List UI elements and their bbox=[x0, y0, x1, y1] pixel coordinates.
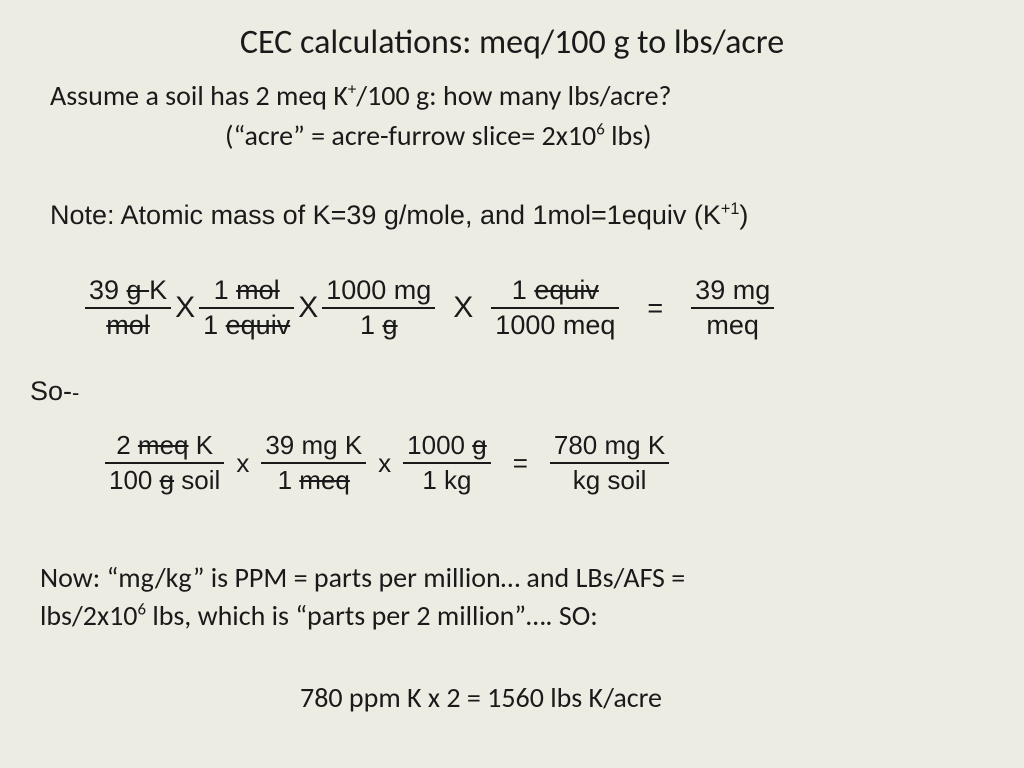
text: ) bbox=[739, 200, 748, 230]
sup: + bbox=[348, 79, 356, 100]
acre-definition-line: (“acre” = acre-furrow slice= 2x106 lbs) bbox=[225, 118, 652, 153]
sup: +1 bbox=[721, 200, 739, 218]
explain-line-2: lbs/2x106 lbs, which is “parts per 2 mil… bbox=[40, 598, 598, 633]
times: x bbox=[366, 448, 403, 479]
equals: = bbox=[491, 448, 550, 479]
t: 1 bbox=[214, 275, 237, 305]
fraction: 39 mg meq bbox=[691, 275, 774, 341]
times: x bbox=[224, 448, 261, 479]
t: lbs, which is “parts per 2 million”…. SO… bbox=[146, 598, 598, 633]
t: g bbox=[127, 275, 150, 305]
assumption-line: Assume a soil has 2 meq K+/100 g: how ma… bbox=[50, 78, 671, 113]
text: Assume a soil has 2 meq K bbox=[50, 78, 348, 113]
t: g bbox=[382, 310, 397, 340]
so-label: So-- bbox=[30, 376, 79, 407]
fraction: 2 meq K 100 g soil bbox=[105, 430, 224, 496]
t: g bbox=[472, 430, 486, 460]
t: equiv bbox=[534, 275, 599, 305]
t: mol bbox=[236, 275, 280, 305]
equals: = bbox=[619, 293, 691, 324]
t: lbs/2x10 bbox=[40, 598, 137, 633]
t: meq bbox=[138, 430, 189, 460]
t: 39 mg bbox=[691, 275, 774, 309]
t: 39 bbox=[89, 275, 127, 305]
times: X bbox=[435, 291, 491, 325]
t: 1 kg bbox=[403, 464, 491, 496]
fraction: 1 mol 1 equiv bbox=[199, 275, 294, 341]
sup: 6 bbox=[596, 119, 605, 140]
t: soil bbox=[174, 465, 220, 495]
t: 1000 mg bbox=[322, 275, 435, 309]
t: meq bbox=[299, 465, 350, 495]
sup: 6 bbox=[137, 599, 146, 620]
t: 1000 meq bbox=[491, 309, 619, 341]
fraction: 780 mg K kg soil bbox=[550, 430, 669, 496]
explain-line-1: Now: “mg/kg” is PPM = parts per million…… bbox=[40, 560, 685, 595]
t: K bbox=[149, 275, 167, 305]
equation-1: 39 g K mol X 1 mol 1 equiv X 1000 mg 1 g… bbox=[85, 275, 774, 341]
text: (“acre” = acre-furrow slice= 2x10 bbox=[225, 118, 596, 153]
fraction: 39 mg K 1 meq bbox=[261, 430, 366, 496]
t: 1 bbox=[512, 275, 535, 305]
t: 1000 bbox=[407, 430, 472, 460]
t: mol bbox=[106, 310, 150, 340]
t: 39 mg K bbox=[261, 430, 366, 464]
fraction: 1000 mg 1 g bbox=[322, 275, 435, 341]
t: 1 bbox=[360, 310, 383, 340]
t: So- bbox=[30, 376, 72, 406]
slide-title: CEC calculations: meq/100 g to lbs/acre bbox=[0, 0, 1024, 63]
fraction: 1 equiv 1000 meq bbox=[491, 275, 619, 341]
equation-2: 2 meq K 100 g soil x 39 mg K 1 meq x 100… bbox=[105, 430, 669, 496]
t: meq bbox=[691, 309, 774, 341]
text: Note: Atomic mass of K=39 g/mole, and 1m… bbox=[50, 200, 721, 230]
times: X bbox=[171, 291, 199, 325]
t: 100 bbox=[109, 465, 160, 495]
note-line: Note: Atomic mass of K=39 g/mole, and 1m… bbox=[50, 200, 748, 231]
t: K bbox=[189, 430, 214, 460]
times: X bbox=[294, 291, 322, 325]
t: equiv bbox=[226, 310, 291, 340]
t: 780 mg K bbox=[550, 430, 669, 464]
t: g bbox=[160, 465, 174, 495]
text: /100 g: how many lbs/acre? bbox=[356, 78, 671, 113]
t: 1 bbox=[203, 310, 226, 340]
fraction: 39 g K mol bbox=[85, 275, 171, 341]
fraction: 1000 g 1 kg bbox=[403, 430, 491, 496]
result-line: 780 ppm K x 2 = 1560 lbs K/acre bbox=[300, 680, 662, 715]
t: - bbox=[72, 380, 79, 405]
text: lbs) bbox=[605, 118, 652, 153]
t: 2 bbox=[116, 430, 138, 460]
t: kg soil bbox=[550, 464, 669, 496]
t: 1 bbox=[278, 465, 300, 495]
